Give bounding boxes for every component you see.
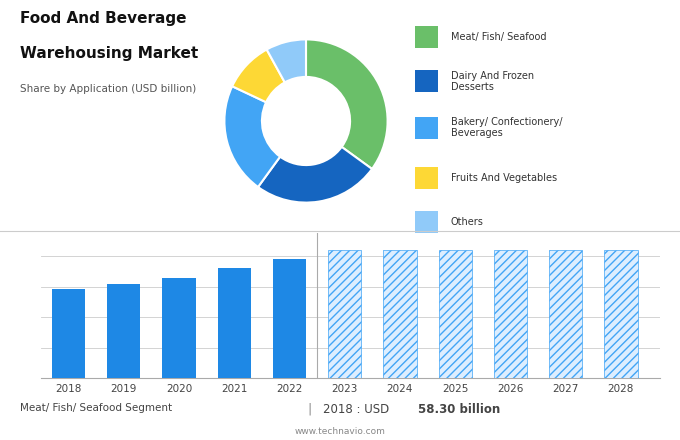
Bar <box>163 278 196 378</box>
Bar <box>273 259 306 378</box>
Bar <box>218 268 251 378</box>
Text: Others: Others <box>451 217 484 227</box>
Wedge shape <box>258 147 372 202</box>
Bar <box>415 117 438 139</box>
Wedge shape <box>224 86 280 187</box>
Text: 2018 : USD: 2018 : USD <box>323 403 393 416</box>
Text: Fruits And Vegetables: Fruits And Vegetables <box>451 173 557 183</box>
Bar <box>384 250 417 378</box>
Text: Food And Beverage: Food And Beverage <box>20 11 187 26</box>
Bar <box>415 26 438 48</box>
Bar <box>605 250 638 378</box>
Text: www.technavio.com: www.technavio.com <box>294 427 386 436</box>
Wedge shape <box>232 49 285 102</box>
Text: Warehousing Market: Warehousing Market <box>20 46 199 61</box>
Bar <box>328 250 361 378</box>
Text: 58.30 billion: 58.30 billion <box>418 403 500 416</box>
Text: Meat/ Fish/ Seafood: Meat/ Fish/ Seafood <box>451 33 547 42</box>
Wedge shape <box>306 40 388 169</box>
Bar <box>415 211 438 233</box>
Text: |: | <box>307 403 311 416</box>
Text: Meat/ Fish/ Seafood Segment: Meat/ Fish/ Seafood Segment <box>20 403 173 413</box>
Bar <box>549 250 582 378</box>
Bar <box>415 70 438 92</box>
Wedge shape <box>267 40 306 82</box>
Text: Dairy And Frozen
Desserts: Dairy And Frozen Desserts <box>451 70 534 92</box>
Bar <box>107 284 140 378</box>
Bar <box>494 250 527 378</box>
Text: Bakery/ Confectionery/
Beverages: Bakery/ Confectionery/ Beverages <box>451 117 562 139</box>
Bar <box>415 167 438 189</box>
Bar <box>439 250 472 378</box>
Bar <box>52 289 85 378</box>
Text: Share by Application (USD billion): Share by Application (USD billion) <box>20 84 197 94</box>
